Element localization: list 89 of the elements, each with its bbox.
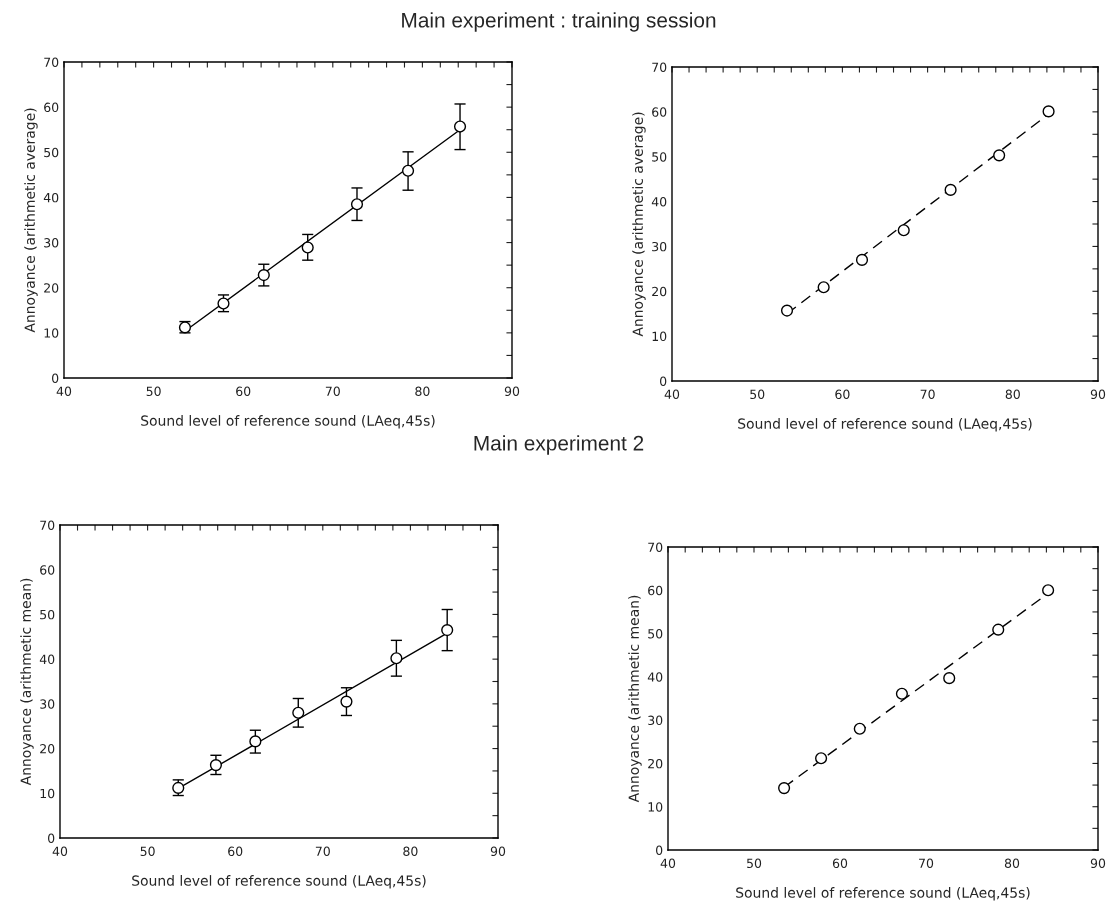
y-axis-title: Annoyance (arithmetic average) [24, 108, 38, 333]
point [350, 198, 364, 211]
point [401, 164, 415, 177]
y-tick-label: 20 [652, 286, 667, 297]
y-axis-title: Annoyance (arithmetic average) [632, 112, 646, 337]
x-tick-label: 60 [832, 858, 848, 869]
y-tick-label: 10 [648, 802, 663, 812]
point [301, 241, 314, 254]
y-tick-label: 20 [40, 744, 55, 754]
text: Main experiment 2 [474, 435, 644, 455]
y-tick-label: 50 [44, 147, 59, 158]
x-tick-label: 50 [140, 846, 155, 857]
x-tick-label: 40 [56, 386, 72, 397]
x-tick-label: 80 [1004, 858, 1020, 869]
point [390, 652, 403, 665]
y-tick-label: 20 [44, 283, 59, 293]
y-tick-label: 60 [648, 585, 663, 596]
point [1042, 105, 1055, 118]
y-tick-label: 70 [652, 62, 667, 72]
x-tick-label: 90 [490, 846, 506, 857]
point [943, 672, 956, 685]
x-tick-label: 40 [664, 389, 680, 400]
y-tick-label: 30 [652, 241, 667, 252]
x-tick-label: 90 [1090, 858, 1106, 869]
y-tick-label: 50 [40, 609, 55, 620]
y-tick-label: 60 [44, 102, 59, 113]
x-tick-label: 60 [835, 389, 850, 400]
x-tick-label: 70 [919, 858, 934, 869]
y-axis-title: Annoyance (arithmetic mean) [628, 595, 642, 803]
point [853, 722, 866, 735]
x-tick-label: 90 [1090, 389, 1106, 400]
y-tick-label: 40 [43, 192, 59, 203]
y-tick-label: 0 [660, 376, 667, 386]
point [944, 183, 957, 196]
point [780, 304, 794, 317]
text: Main experiment : training session [402, 12, 716, 32]
point [453, 120, 467, 133]
point [895, 687, 908, 700]
y-tick-label: 0 [656, 845, 663, 855]
y-tick-label: 60 [40, 565, 55, 575]
x-axis-title: Sound level of reference sound (LAeq,45s) [132, 875, 426, 889]
y-tick-label: 10 [40, 788, 55, 799]
point [257, 268, 270, 282]
y-tick-label: 30 [44, 238, 59, 248]
point [778, 782, 791, 795]
point [993, 149, 1006, 162]
point [249, 735, 262, 748]
y-tick-label: 10 [652, 331, 667, 342]
y-tick-label: 60 [652, 107, 667, 117]
x-tick-label: 80 [415, 386, 430, 397]
point [292, 706, 305, 719]
y-tick-label: 10 [44, 328, 59, 338]
x-axis-title: Sound level of reference sound (LAeq,45s) [738, 418, 1032, 432]
point [1042, 584, 1055, 597]
x-axis-title: Sound level of reference sound (LAeq,45s) [736, 887, 1030, 901]
x-tick-label: 50 [747, 858, 762, 869]
x-tick-label: 50 [750, 389, 765, 400]
y-tick-label: 70 [648, 542, 663, 552]
x-tick-label: 70 [325, 386, 340, 397]
point [992, 623, 1005, 636]
y-tick-label: 30 [648, 715, 663, 726]
y-tick-label: 50 [648, 629, 663, 639]
y-tick-label: 40 [647, 672, 663, 682]
x-axis-title: Sound level of reference sound (LAeq,45s) [141, 415, 435, 429]
x-tick-label: 60 [236, 386, 251, 397]
point [340, 695, 353, 708]
x-tick-label: 80 [403, 846, 418, 857]
x-tick-label: 70 [315, 846, 330, 857]
y-tick-label: 0 [52, 373, 59, 383]
x-tick-label: 90 [504, 386, 520, 397]
y-tick-label: 50 [652, 152, 667, 162]
y-axis-title: Annoyance (arithmetic mean) [20, 578, 34, 786]
point [855, 253, 869, 266]
y-tick-label: 0 [48, 833, 55, 843]
y-tick-label: 70 [40, 520, 55, 530]
point [209, 759, 223, 772]
y-tick-label: 70 [44, 57, 59, 67]
y-tick-label: 30 [40, 699, 55, 709]
x-tick-label: 60 [228, 846, 243, 857]
point [897, 224, 910, 237]
y-tick-label: 20 [648, 758, 663, 769]
x-tick-label: 70 [920, 389, 935, 400]
x-tick-label: 50 [146, 386, 161, 397]
x-tick-label: 80 [1005, 389, 1020, 400]
point [441, 624, 454, 637]
y-tick-label: 40 [651, 197, 667, 207]
y-tick-label: 40 [39, 654, 55, 665]
point [815, 752, 828, 765]
point [817, 281, 830, 294]
